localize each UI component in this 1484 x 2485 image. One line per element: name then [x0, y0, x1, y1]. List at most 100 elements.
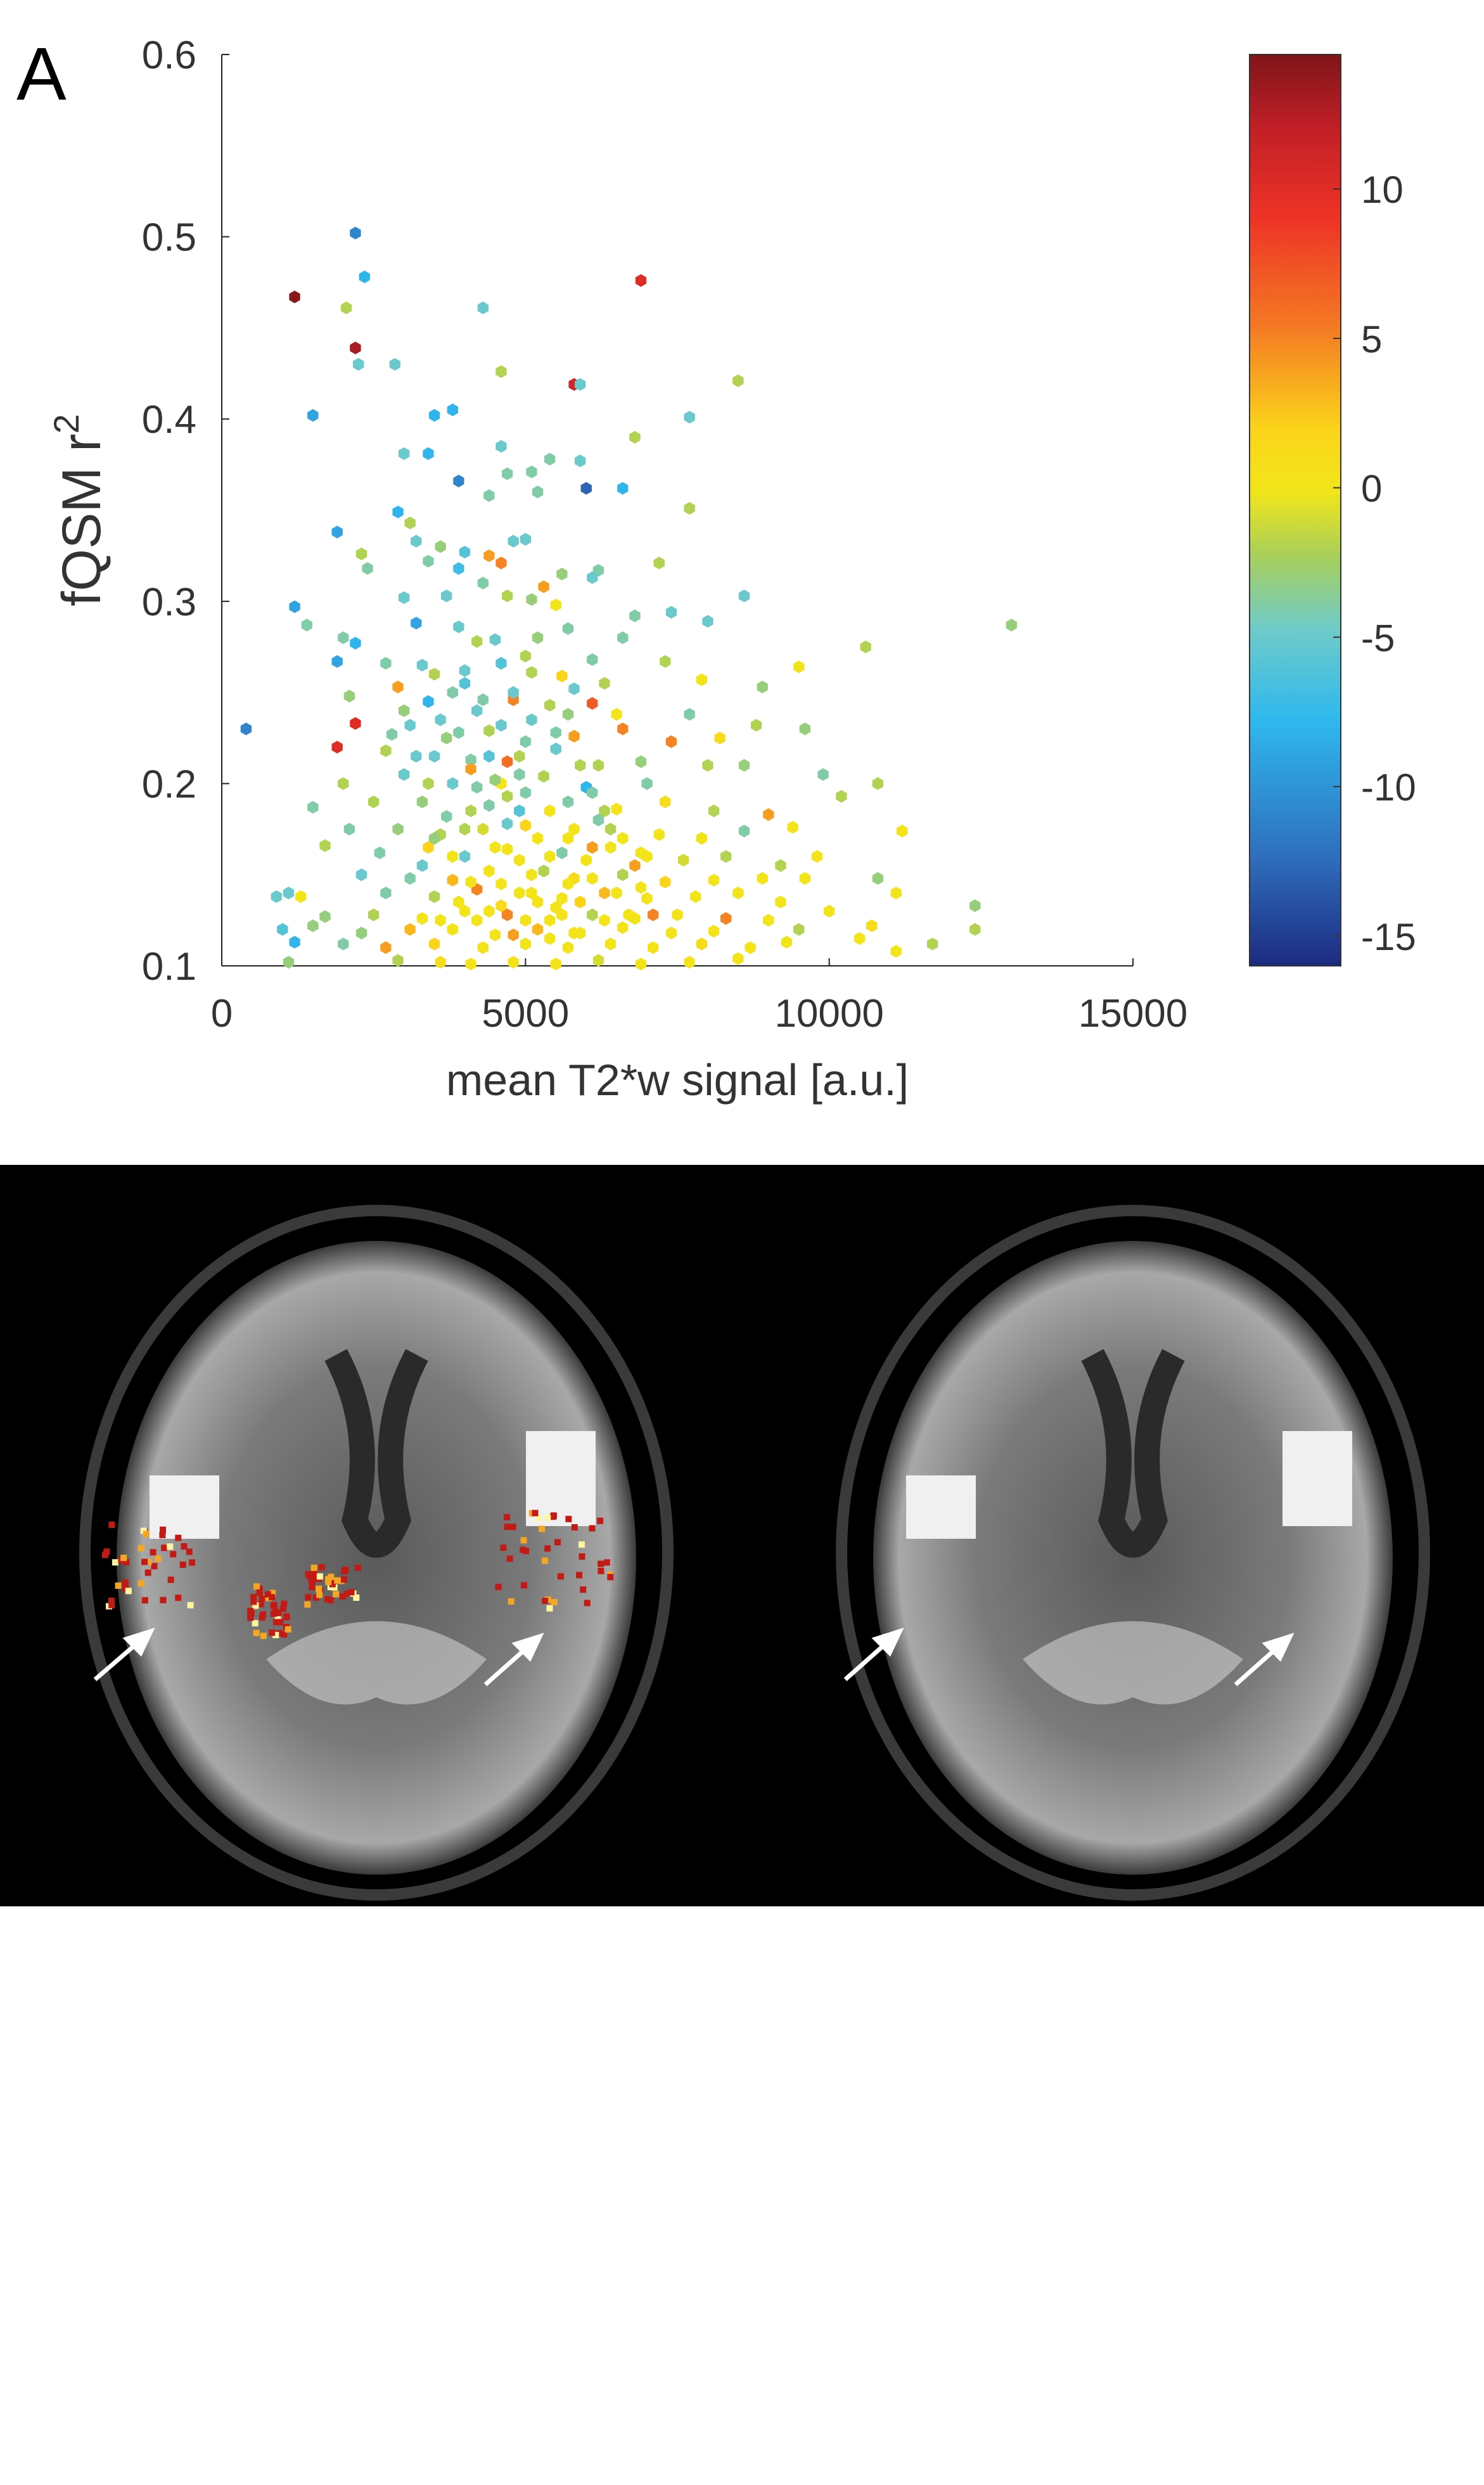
data-point	[441, 589, 452, 603]
data-point	[471, 914, 483, 927]
arrow-right-c	[1234, 1633, 1295, 1686]
data-point	[423, 555, 434, 568]
data-point	[343, 823, 355, 836]
data-point	[343, 690, 355, 703]
data-point	[550, 742, 561, 755]
data-point	[374, 846, 385, 859]
y-axis-label-text: fQSM r	[51, 433, 112, 606]
data-point	[392, 823, 404, 836]
data-point	[817, 768, 829, 781]
data-point	[890, 945, 902, 958]
data-point	[890, 887, 902, 899]
data-point	[544, 914, 556, 927]
data-point	[635, 958, 647, 971]
activation-voxel	[500, 1544, 507, 1551]
data-point	[428, 667, 440, 681]
activation-voxel	[120, 1555, 127, 1562]
data-point	[398, 704, 410, 717]
data-point	[708, 873, 720, 887]
activation-voxel	[257, 1601, 264, 1608]
data-point	[289, 290, 300, 304]
data-point	[568, 729, 580, 743]
data-point	[398, 768, 410, 781]
x-axis-label: mean T2*w signal [a.u.]	[446, 1055, 909, 1105]
activation-voxel	[334, 1577, 341, 1584]
activation-voxel	[305, 1570, 312, 1577]
mri-images	[79, 1205, 1430, 1901]
data-point	[629, 431, 641, 444]
data-point	[489, 928, 501, 942]
data-point	[477, 823, 489, 836]
data-point	[477, 577, 489, 589]
data-point	[389, 357, 400, 371]
data-point	[611, 802, 622, 816]
activation-voxel	[544, 1545, 551, 1552]
activation-voxel	[353, 1594, 360, 1601]
colorbar: 10 5 0 -5 -10 -15	[1249, 54, 1416, 966]
activation-voxel	[256, 1589, 263, 1596]
activation-voxel	[138, 1580, 144, 1587]
activation-voxel	[549, 1513, 556, 1520]
data-point	[416, 795, 428, 809]
activation-voxel	[143, 1531, 150, 1538]
data-point	[435, 713, 446, 726]
data-points	[240, 226, 1017, 971]
data-point	[860, 640, 871, 653]
activation-voxel	[316, 1573, 323, 1580]
data-point	[575, 759, 586, 772]
data-point	[532, 896, 544, 909]
data-point	[587, 571, 598, 584]
data-point	[350, 717, 361, 730]
data-point	[404, 923, 416, 936]
data-point	[496, 556, 507, 570]
data-point	[550, 598, 561, 612]
data-point	[496, 365, 507, 378]
data-point	[556, 892, 568, 905]
data-point	[489, 773, 501, 787]
data-point	[355, 927, 368, 940]
activation-voxel	[150, 1549, 157, 1556]
activation-voxel	[175, 1534, 182, 1541]
y-tick-label: 0.3	[142, 581, 196, 624]
ventricle-c	[1081, 1349, 1185, 1558]
data-point	[240, 722, 252, 736]
data-point	[447, 850, 458, 863]
data-point	[496, 440, 507, 453]
data-point	[757, 872, 768, 885]
activation-voxel	[324, 1596, 331, 1603]
activation-voxel	[283, 1613, 290, 1620]
data-point	[459, 664, 471, 677]
data-point	[684, 411, 695, 424]
activation-voxel	[259, 1595, 265, 1602]
data-point	[866, 919, 878, 932]
data-point	[271, 890, 282, 903]
data-point	[392, 681, 404, 693]
data-point	[350, 342, 361, 354]
activation-voxel	[101, 1551, 108, 1558]
data-point	[489, 633, 501, 646]
activation-voxel	[160, 1526, 167, 1533]
data-point	[580, 482, 592, 495]
data-point	[550, 958, 561, 971]
data-point	[969, 899, 981, 913]
data-point	[355, 868, 368, 882]
activation-voxel	[551, 1599, 558, 1606]
data-point	[623, 908, 634, 921]
data-point	[575, 896, 586, 909]
data-point	[538, 864, 549, 878]
data-point	[604, 841, 617, 854]
data-point	[732, 374, 744, 387]
panel-b-label: B	[43, 2401, 93, 2485]
data-point	[301, 619, 312, 632]
activation-voxel	[138, 1544, 144, 1551]
data-point	[604, 823, 617, 836]
arrow-left-b	[93, 1628, 155, 1681]
data-point	[708, 804, 720, 818]
data-point	[793, 923, 805, 936]
activation-voxel	[247, 1614, 254, 1621]
data-point	[617, 921, 629, 934]
data-point	[702, 615, 713, 628]
data-point	[665, 927, 677, 940]
activation-voxel	[272, 1631, 279, 1638]
data-point	[763, 808, 774, 821]
